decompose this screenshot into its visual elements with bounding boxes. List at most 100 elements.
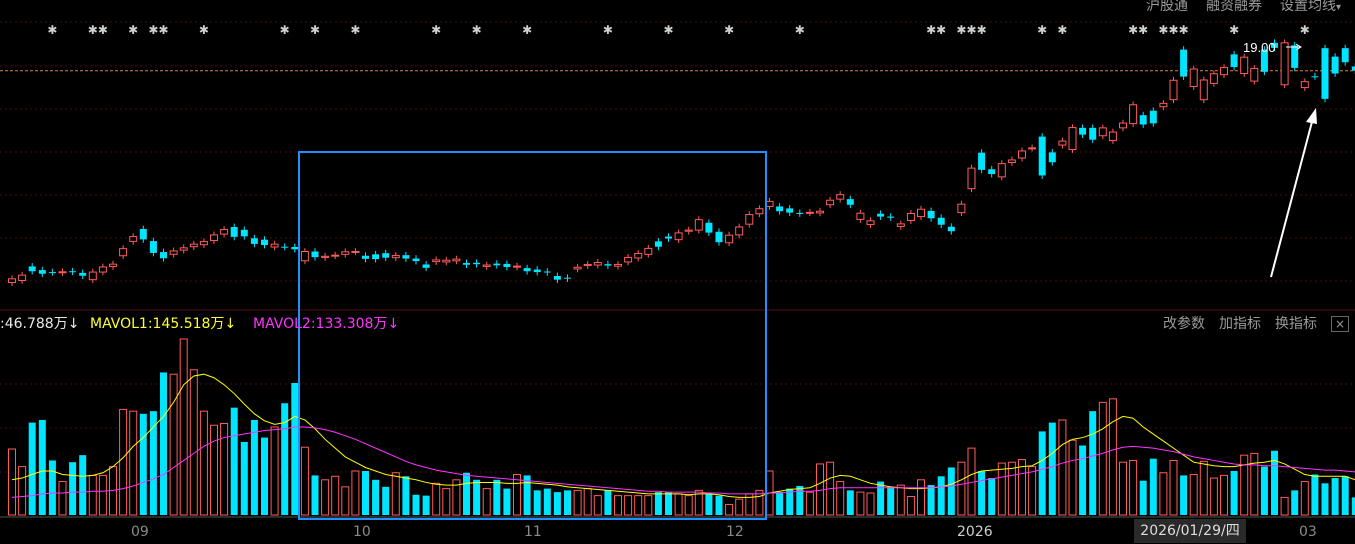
event-marker: ✱ xyxy=(47,23,57,37)
volume-bar xyxy=(493,479,501,515)
candle xyxy=(1189,65,1198,90)
candle xyxy=(805,208,814,217)
candle-body xyxy=(119,248,128,257)
crosshair-date: 2026/01/29/四 xyxy=(1134,519,1246,543)
volume-bar xyxy=(523,475,531,515)
candle xyxy=(281,243,289,251)
event-marker: ✱ xyxy=(966,23,976,37)
candle xyxy=(846,195,854,209)
candle xyxy=(1230,50,1238,71)
candle-body xyxy=(513,265,521,268)
volume-bar xyxy=(1169,459,1178,516)
event-marker: ✱ xyxy=(1229,23,1239,37)
candle xyxy=(321,252,330,261)
candle-body xyxy=(179,247,188,251)
candle-body xyxy=(917,208,925,218)
hk-connect-link[interactable]: 沪股通 xyxy=(1145,0,1188,14)
event-marker: ✱ xyxy=(1037,23,1047,37)
candle-body xyxy=(321,255,330,258)
volume-bar xyxy=(391,472,400,516)
volume-bar xyxy=(543,488,551,515)
candle xyxy=(543,268,551,276)
candle-body xyxy=(281,246,289,248)
volume-bar xyxy=(957,461,966,516)
candle xyxy=(856,209,865,223)
candle xyxy=(372,250,380,263)
candle-body xyxy=(836,194,845,200)
candle xyxy=(1119,119,1127,132)
volume-bar xyxy=(1079,445,1087,515)
volume-bar xyxy=(331,475,340,516)
candle xyxy=(866,217,875,228)
margin-trading-link[interactable]: 融资融券 xyxy=(1205,0,1262,14)
volume-bar xyxy=(321,479,330,516)
candle-body xyxy=(826,199,835,206)
candle xyxy=(665,233,672,242)
candle-body xyxy=(906,212,915,222)
add-indicator-button[interactable]: 加指标 xyxy=(1219,316,1261,332)
event-marker: ✱ xyxy=(926,23,936,37)
x-axis-label: 09 xyxy=(131,524,149,540)
volume-bar xyxy=(28,422,36,515)
candle xyxy=(1331,53,1339,77)
candle-body xyxy=(725,234,734,244)
candle xyxy=(715,228,723,246)
candle xyxy=(1280,39,1289,89)
candle-body xyxy=(220,229,229,235)
candle-body xyxy=(79,272,87,276)
candle xyxy=(331,251,340,260)
candle xyxy=(796,209,804,217)
volume-bar xyxy=(1129,459,1138,516)
event-marker: ✱ xyxy=(936,23,946,37)
candle-body xyxy=(1007,159,1016,164)
candle xyxy=(745,211,754,228)
volume-bar xyxy=(250,419,258,515)
volume-bar xyxy=(119,408,128,516)
switch-indicator-button[interactable]: 换指标 xyxy=(1275,316,1317,332)
volume-bar xyxy=(362,471,369,515)
volume-bar xyxy=(1341,476,1349,515)
candle-body xyxy=(1300,81,1309,89)
candle xyxy=(1048,148,1056,166)
volume-bar xyxy=(412,494,420,515)
candle xyxy=(765,197,774,210)
candle xyxy=(604,260,612,269)
candle-body xyxy=(887,216,895,218)
volume-bar xyxy=(1321,483,1329,515)
price-label-high: 19.00 xyxy=(1243,40,1276,55)
volume-bar xyxy=(311,475,319,515)
volume-bar xyxy=(573,489,582,516)
event-marker: ✱ xyxy=(280,23,290,37)
change-params-button[interactable]: 改参数 xyxy=(1163,316,1205,332)
candle-body xyxy=(564,277,571,279)
volume-bar xyxy=(1220,474,1228,516)
candle-body xyxy=(1149,110,1157,124)
candle xyxy=(826,196,835,209)
candle-body xyxy=(644,247,653,255)
volume-bar xyxy=(48,460,56,515)
candle-body xyxy=(1028,147,1037,150)
event-marker: ✱ xyxy=(310,23,320,37)
candle xyxy=(927,207,935,222)
top-menu: 沪股通 融资融券 设置均线▾ xyxy=(1146,0,1355,16)
event-marker: ✱ xyxy=(1057,23,1067,37)
candle-body xyxy=(674,232,683,241)
event-marker: ✱ xyxy=(1128,23,1138,37)
ma-settings-button[interactable]: 设置均线▾ xyxy=(1280,0,1341,16)
chevron-down-icon: ▾ xyxy=(1335,2,1341,13)
candle-body xyxy=(422,264,430,268)
candle-body xyxy=(1108,131,1117,142)
candle xyxy=(1129,101,1138,128)
candle xyxy=(1139,111,1147,128)
candle xyxy=(906,210,915,224)
volume-bar xyxy=(776,492,784,515)
volume-bar xyxy=(1189,474,1198,516)
candle-body xyxy=(1260,49,1268,72)
volume-bar xyxy=(654,492,662,515)
candle-body xyxy=(533,269,541,273)
close-icon[interactable]: × xyxy=(1331,316,1349,332)
candle-body xyxy=(1119,122,1127,129)
volume-bar xyxy=(38,419,46,515)
volume-bar xyxy=(220,422,229,516)
